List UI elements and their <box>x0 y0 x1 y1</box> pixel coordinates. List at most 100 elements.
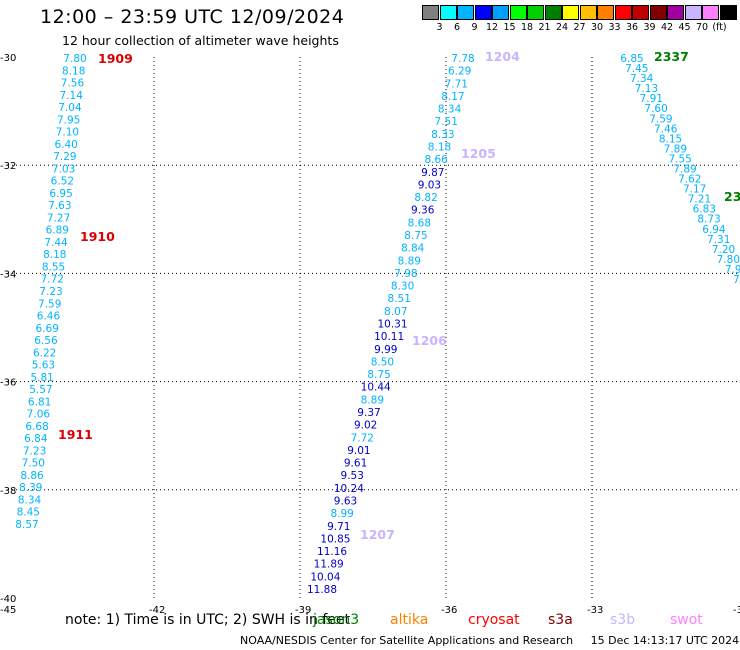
wave-height-value: 7.56 <box>61 78 85 90</box>
wave-height-value: 7.63 <box>48 200 71 212</box>
wave-height-value: 8.89 <box>398 255 421 267</box>
wave-height-value: 7.27 <box>47 212 70 224</box>
colorbar-swatch <box>684 5 702 20</box>
wave-height-value: 7.31 <box>707 234 730 246</box>
wave-height-value: 7.20 <box>712 244 735 256</box>
wave-height-value: 7. <box>733 274 740 286</box>
wave-height-value: 6.85 <box>620 53 643 65</box>
wave-height-value: 8.99 <box>330 508 353 520</box>
wave-height-value: 7.72 <box>351 432 374 444</box>
colorbar-tick-label: 12 <box>485 22 499 33</box>
wave-height-value: 7.23 <box>39 286 62 298</box>
wave-height-value: 7.14 <box>60 90 84 102</box>
wave-height-value: 7.95 <box>57 114 80 126</box>
wave-height-value: 7.59 <box>38 298 61 310</box>
wave-height-value: 7.29 <box>53 151 76 163</box>
wave-height-value: 8.75 <box>404 230 427 242</box>
wave-height-value: 11.89 <box>314 559 344 571</box>
colorbar-swatch <box>614 5 632 20</box>
footer-source: NOAA/NESDIS Center for Satellite Applica… <box>240 634 574 647</box>
pass-time-label: 1205 <box>461 146 496 161</box>
wave-height-value: 8.57 <box>15 519 38 531</box>
wave-height-value: 8.07 <box>384 306 407 318</box>
colorbar-tick-label: 42 <box>660 22 674 33</box>
wave-height-value: 8.30 <box>391 281 414 293</box>
latitude-tick-label: -30 <box>0 53 16 64</box>
pass-time-label: 1910 <box>80 229 115 244</box>
longitude-tick-label: -42 <box>149 605 165 616</box>
wave-height-value: 8.82 <box>414 192 437 204</box>
pass-time-label: 23 <box>724 189 740 204</box>
colorbar-tick-label: 36 <box>625 22 639 33</box>
wave-height-value: 10.24 <box>334 483 364 495</box>
wave-height-value: 7.62 <box>678 174 701 186</box>
wave-height-value: 8.18 <box>62 65 85 77</box>
wave-height-value: 8.73 <box>697 214 720 226</box>
wave-height-value: 7.17 <box>683 184 706 196</box>
satellite-legend-item: altika <box>390 612 429 628</box>
wave-height-value: 8.17 <box>441 91 464 103</box>
wave-height-value: 10.85 <box>320 533 350 545</box>
wave-height-value: 8.18 <box>43 249 66 261</box>
colorbar-tick-label: (ft) <box>712 22 727 33</box>
satellite-legend-item: s3b <box>610 612 636 628</box>
wave-height-value: 6.84 <box>24 433 48 445</box>
wave-height-value: 10.31 <box>377 319 407 331</box>
wave-height-value: 6.46 <box>37 311 61 323</box>
colorbar-swatch <box>562 5 579 20</box>
wave-height-value: 7.80 <box>717 254 740 266</box>
wave-height-value: 7.59 <box>649 113 672 125</box>
colorbar-swatch <box>422 5 439 20</box>
wave-height-value: 9.71 <box>327 521 350 533</box>
colorbar-tick-label: 21 <box>538 22 551 33</box>
wave-height-value: 5.63 <box>32 360 55 372</box>
colorbar-swatch <box>457 5 474 20</box>
colorbar-tick-label: 3 <box>436 22 443 33</box>
wave-height-value: 7.60 <box>644 103 667 115</box>
footer: NOAA/NESDIS Center for Satellite Applica… <box>240 634 739 647</box>
wave-height-value: 8.50 <box>371 356 394 368</box>
pass-time-label: 1909 <box>98 51 133 66</box>
wave-height-value: 7.89 <box>664 143 687 155</box>
pass-time-label: 1206 <box>412 333 447 348</box>
colorbar-swatch <box>527 5 544 20</box>
colorbar-swatch <box>579 5 597 20</box>
wave-height-value: 6.83 <box>693 204 716 216</box>
wave-height-value: 8.33 <box>431 129 454 141</box>
colorbar-tick-label: 27 <box>573 22 586 33</box>
wave-height-value: 6.68 <box>25 421 48 433</box>
wave-height-value: 7.23 <box>23 445 46 457</box>
note-text: note: 1) Time is in UTC; 2) SWH is in fe… <box>65 612 351 628</box>
satellite-legend-item: jason3 <box>313 612 360 628</box>
wave-height-value: 7.34 <box>630 73 654 85</box>
wave-height-value: 9.99 <box>374 344 397 356</box>
satellite-legend-item: cryosat <box>468 612 520 628</box>
colorbar-swatch <box>667 5 684 20</box>
wave-height-value: 7.51 <box>435 116 458 128</box>
wave-height-value: 8.75 <box>367 369 390 381</box>
colorbar-tick-label: 15 <box>503 22 516 33</box>
wave-height-value: 8.15 <box>659 133 682 145</box>
wave-height-value: 7.89 <box>673 164 696 176</box>
colorbar-tick-label: 45 <box>678 22 691 33</box>
colorbar-tick-label: 30 <box>590 22 604 33</box>
wave-height-value: 8.86 <box>20 470 44 482</box>
wave-height-value: 8.39 <box>19 482 42 494</box>
wave-height-value: 6.56 <box>34 335 58 347</box>
wave-height-value: 8.45 <box>17 507 40 519</box>
wave-height-value: 7.44 <box>44 237 68 249</box>
longitude-tick-label: -45 <box>0 605 16 616</box>
wave-height-value: 10.44 <box>361 382 391 394</box>
wave-height-value: 10.11 <box>374 331 404 343</box>
wave-height-value: 7.55 <box>668 153 691 165</box>
footer-generated: 15 Dec 14:13:17 UTC 2024 <box>590 634 740 647</box>
wave-height-value: 7.45 <box>625 63 648 75</box>
wave-height-value: 10.04 <box>310 571 340 583</box>
colorbar-tick-label: 70 <box>695 22 709 33</box>
wave-height-value: 7.04 <box>58 102 82 114</box>
colorbar-swatch <box>702 5 719 20</box>
wave-height-value: 6.94 <box>702 224 726 236</box>
colorbar-swatch <box>597 5 614 20</box>
wave-height-value: 9.87 <box>421 167 444 179</box>
wave-height-value: 8.51 <box>388 293 411 305</box>
